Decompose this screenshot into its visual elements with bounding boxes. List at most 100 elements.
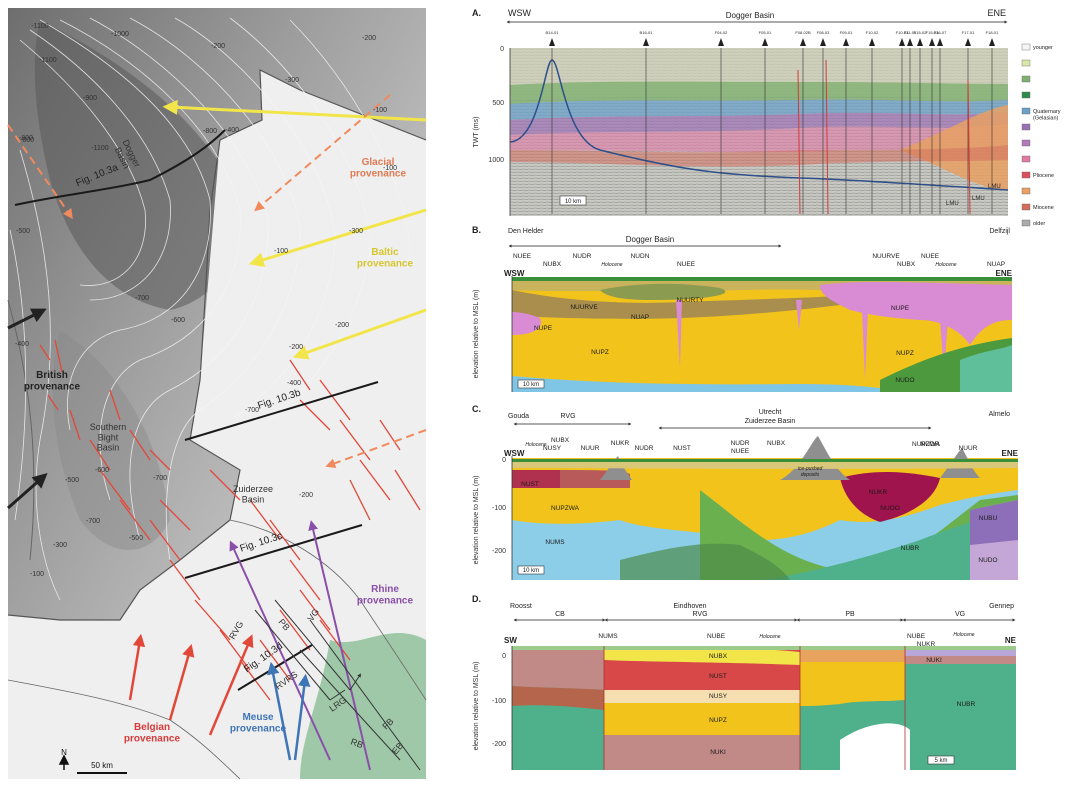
y-tick-label: 1000: [488, 157, 504, 164]
unit-pb-yellow: [800, 650, 905, 706]
unit-nuki-upper: [512, 648, 604, 690]
north-label: N: [61, 748, 67, 757]
well-marker-icon: [899, 38, 905, 46]
unit-label: NUBR: [957, 701, 976, 708]
basin-label: Dogger Basin: [626, 235, 674, 244]
contour-labels: -1100 -1100 -1100 -1000 -900 -800 -800 -…: [15, 23, 397, 578]
dogger-basin-shading: [34, 20, 241, 310]
unit-label: ice-pushed deposits: [798, 466, 823, 478]
well-marker-icon: [989, 38, 995, 46]
unit-nuurty: [600, 283, 726, 300]
fault-line: [967, 79, 971, 215]
unit-label: NUDR: [573, 253, 592, 260]
lmu-label: LMU: [988, 184, 1001, 190]
unit-label: NUEE: [731, 448, 750, 455]
contour-label: -200: [299, 492, 313, 499]
direction-right: ENE: [996, 269, 1013, 278]
legend-swatch: [1021, 91, 1031, 99]
well-marker-icon: [820, 38, 826, 46]
y-tick-label: -200: [492, 548, 506, 555]
town-label: Roosst: [510, 603, 532, 610]
contour-label: -1100: [91, 145, 108, 152]
y-tick-label: 500: [492, 100, 504, 107]
legend-swatch: [1021, 219, 1031, 227]
legend-label: younger: [1033, 45, 1053, 51]
contour-label: -100: [373, 107, 387, 114]
legend-label: Quaternary (Gelasian): [1033, 109, 1061, 121]
contour-label: -100: [383, 165, 397, 172]
direction-right: ENE: [987, 8, 1006, 18]
contour-label: -200: [211, 43, 225, 50]
well-label: F15-03: [926, 30, 939, 35]
unit-label: NUUR: [959, 445, 978, 452]
panel-letter: B.: [472, 225, 481, 235]
unit-label: NUUR: [581, 445, 600, 452]
uplands-green: [300, 632, 426, 779]
unit-label: NUKR: [917, 641, 936, 648]
y-tick-label: 0: [502, 653, 506, 660]
panel-letter: A.: [472, 8, 481, 18]
unit-nuap: [512, 290, 840, 319]
y-tick-label: -100: [492, 505, 506, 512]
unit-nubx: [604, 646, 800, 665]
well-label: F11-01: [904, 30, 917, 35]
ice-pushed-deposits: [780, 436, 850, 480]
contour-label: -1100: [39, 57, 56, 64]
legend-label: Miocene: [1033, 205, 1054, 211]
legend-swatch: [1021, 107, 1031, 115]
unit-label: Holocene: [953, 632, 974, 638]
unit-label: NUAP: [987, 261, 1005, 268]
north-arrow-icon: [58, 754, 70, 770]
seismic-layer: [510, 112, 1008, 135]
well-label: F08-02B: [795, 30, 811, 35]
unit-label: NUURVE: [872, 253, 900, 260]
group-label: RVG: [692, 611, 707, 618]
panel-a: A. WSW ENE Dogger Basin TWT (ms) 0 500 1…: [472, 8, 1061, 227]
well-marker-icon: [869, 38, 875, 46]
well-marker-icon: [965, 38, 971, 46]
legend-swatch: [1021, 123, 1031, 131]
unit-label: NUMS: [545, 539, 565, 546]
legend-swatch: [1021, 203, 1031, 211]
seismic-layer: [510, 81, 1008, 104]
contour-label: -400: [287, 380, 301, 387]
belgian-provenance-label: Belgian provenance: [124, 722, 181, 745]
y-axis-label: elevation relative to MSL (m): [473, 290, 480, 379]
well-marker-icon: [929, 38, 935, 46]
unit-brown: [512, 686, 604, 710]
unit-label: NUDO: [978, 557, 997, 564]
zuiderzee-label: Zuiderzee Basin: [233, 484, 273, 504]
scale-label: 10 km: [565, 199, 581, 205]
contour-label: -200: [335, 322, 349, 329]
lmu-label: LMU: [972, 196, 985, 202]
contour-label: -300: [349, 228, 363, 235]
unit-label: Holocene: [759, 634, 780, 640]
unit-label: NUST: [521, 481, 539, 488]
scale-label: 10 km: [523, 568, 539, 574]
unit-labels: NUMS NUBE Holocene NUBENUKRHoloceneNUBXNUST…: [598, 632, 975, 756]
direction-right: ENE: [1002, 449, 1019, 458]
unit-label: NUDN: [631, 253, 650, 260]
contour-label: -800: [203, 128, 217, 135]
unit-label: NUPE: [891, 305, 910, 312]
unit-label: NUKI: [926, 657, 942, 664]
unit-basal: [512, 376, 880, 392]
unit-nusy: [604, 690, 800, 703]
well-label: F09-01: [840, 30, 853, 35]
fault-line: [825, 59, 829, 215]
holocene-top: [512, 459, 1018, 462]
direction-left: WSW: [508, 8, 531, 18]
seismic-layer: [510, 99, 1008, 120]
right-town: Delfzijl: [989, 228, 1010, 235]
unit-nupe: [512, 312, 541, 335]
legend: younger Quaternary (Gelasian) Pliocene Mioce…: [1021, 43, 1061, 227]
horizon-line: [509, 59, 1009, 191]
lmu-label: LMU: [946, 201, 959, 207]
unit-label: NUBX: [551, 437, 570, 444]
direction-left: WSW: [504, 269, 525, 278]
contour-label: -500: [65, 477, 79, 484]
contour-label: -500: [129, 535, 143, 542]
provenance-map: -1100 -1100 -1100 -1000 -900 -800 -800 -…: [7, 8, 427, 780]
unit-label: NUAP: [631, 314, 649, 321]
